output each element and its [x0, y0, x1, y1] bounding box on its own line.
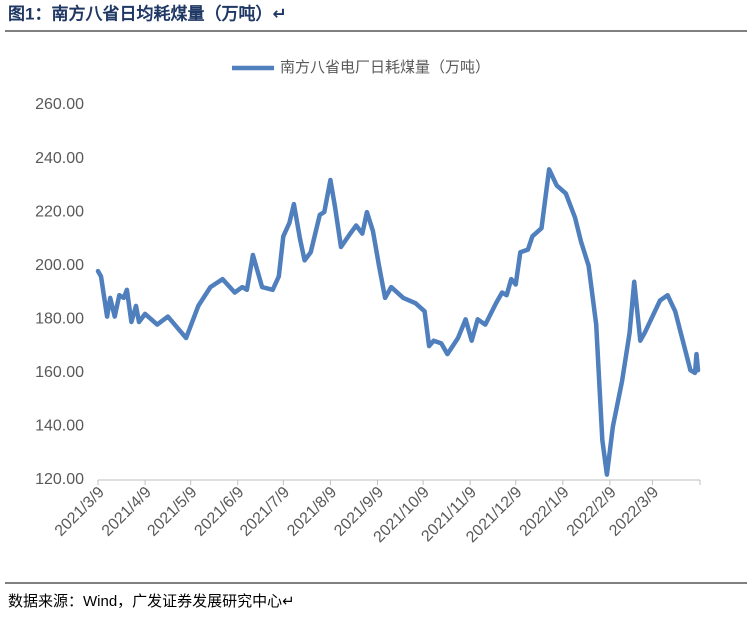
x-tick-label: 2021/6/9: [191, 484, 247, 540]
y-tick-label: 140.00: [35, 418, 84, 435]
x-tick-label: 2021/7/9: [237, 484, 293, 540]
source: 数据来源：Wind，广发证券发展研究中心↵: [8, 593, 295, 610]
y-tick-label: 240.00: [35, 150, 84, 167]
chart-title: 图1：南方八省日均耗煤量（万吨）↵: [8, 3, 287, 23]
y-tick-label: 160.00: [35, 364, 84, 381]
x-tick-label: 2021/5/9: [144, 484, 200, 540]
x-tick-label: 2021/3/9: [52, 484, 108, 540]
x-tick-label: 2021/4/9: [99, 484, 155, 540]
y-tick-label: 220.00: [35, 203, 84, 220]
y-tick-label: 180.00: [35, 311, 84, 328]
y-tick-label: 260.00: [35, 96, 84, 113]
y-tick-label: 200.00: [35, 257, 84, 274]
x-tick-label: 2021/8/9: [284, 484, 340, 540]
y-tick-label: 120.00: [35, 471, 84, 488]
line: [95, 167, 701, 477]
legend-label: 南方八省电厂日耗煤量（万吨）: [280, 59, 490, 76]
x-tick-label: 2022/1/9: [517, 484, 573, 540]
